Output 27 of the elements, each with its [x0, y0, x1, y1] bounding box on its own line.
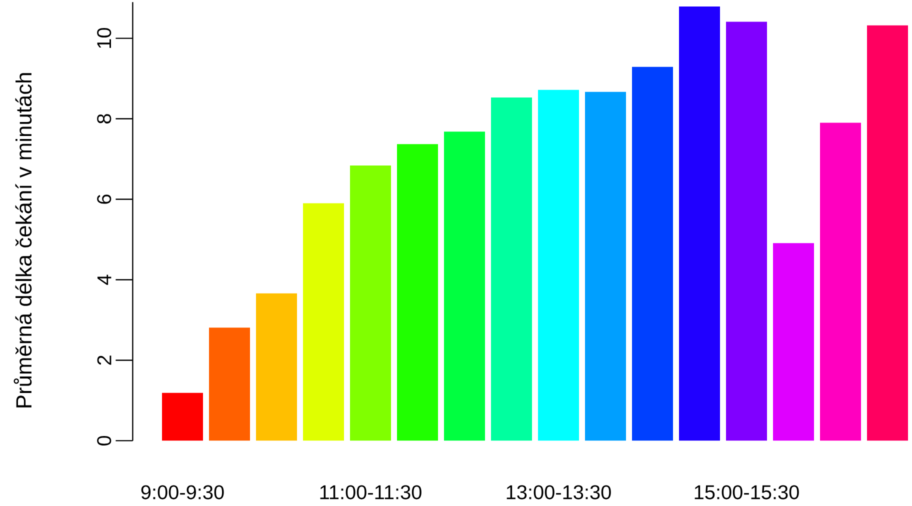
x-tick-label: 15:00-15:30 [694, 485, 799, 500]
bar [538, 90, 580, 441]
bar [444, 132, 486, 441]
bar [726, 22, 768, 441]
bar [632, 66, 674, 441]
y-axis-title: Průměrná délka čekání v minutách [14, 73, 32, 408]
bar [679, 6, 720, 441]
x-tick-label: 13:00-13:30 [506, 485, 611, 500]
bar [585, 92, 626, 441]
bar [491, 97, 532, 441]
bar [303, 203, 344, 441]
bar [256, 293, 297, 441]
bar [350, 165, 392, 441]
y-tick-label: 4 [97, 274, 112, 285]
y-tick-label: 10 [97, 28, 112, 48]
y-tick-label: 2 [97, 356, 112, 365]
bar [820, 122, 862, 441]
y-tick-label: 0 [97, 436, 112, 446]
y-tick-label: 6 [97, 194, 112, 204]
bar [867, 25, 908, 441]
y-tick-label: 8 [97, 114, 112, 124]
bar [773, 243, 814, 441]
x-tick-label: 9:00-9:30 [141, 485, 224, 500]
bar [209, 328, 250, 441]
x-tick-label: 11:00-11:30 [320, 485, 422, 500]
bar [162, 392, 203, 441]
bar [397, 144, 438, 441]
